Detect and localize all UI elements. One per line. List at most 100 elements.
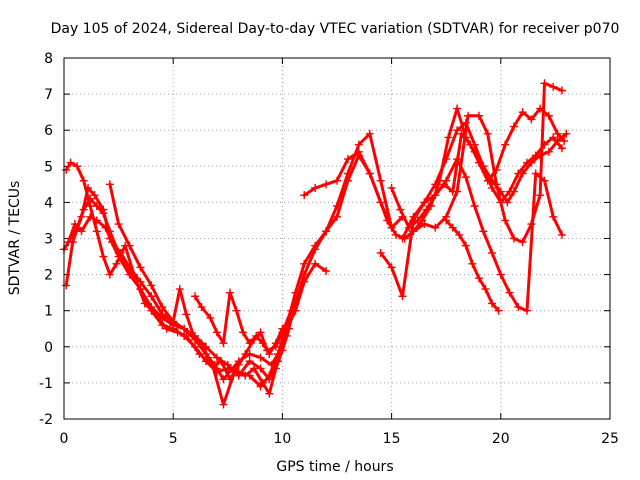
data-point [442,216,451,225]
data-point [509,122,518,131]
data-point [140,299,149,308]
data-point [191,335,200,344]
data-point [557,144,566,153]
data-point [105,270,114,279]
data-point [562,129,571,138]
data-point [287,306,296,315]
data-point [311,259,320,268]
data-point [195,350,204,359]
data-point [241,371,250,380]
data-point [518,108,527,117]
data-point [453,155,462,164]
data-point [455,230,464,239]
data-point [560,137,569,146]
data-point [112,259,121,268]
data-point [265,389,274,398]
data-point [169,317,178,326]
data-point [175,285,184,294]
data-point [333,202,341,211]
data-point [180,324,189,333]
data-point [219,400,228,409]
y-tick-label: 6 [44,123,53,139]
data-point [147,281,156,290]
data-point [488,299,497,308]
data-point [479,227,488,236]
data-point [396,205,405,214]
data-point [409,212,418,221]
data-point [549,82,558,91]
data-point [474,158,483,167]
data-point [219,339,228,348]
data-point [466,140,475,149]
series-track-6 [191,288,287,359]
data-point [217,357,226,366]
data-point [398,292,407,301]
data-point [365,129,374,138]
data-point [354,140,363,149]
data-point [245,357,254,366]
data-point [99,252,108,261]
data-point [108,238,117,247]
y-tick-label: 1 [44,304,53,320]
data-point [333,212,341,221]
data-point [212,328,221,337]
x-tick-labels: 0 5 10 15 20 25 [60,431,619,447]
data-point [481,285,490,294]
data-point [136,263,145,272]
data-point [557,86,566,95]
data-point [70,220,79,229]
data-point [77,227,86,236]
y-tick-label: -1 [39,376,53,392]
data-point [197,303,206,312]
data-point [158,303,167,312]
series-line [302,107,568,240]
data-point [239,328,248,337]
data-point [461,173,470,182]
data-point [544,147,553,156]
data-point [468,259,477,268]
data-point [114,220,123,229]
data-point [453,104,462,113]
x-tick-label: 0 [60,431,69,447]
data-point [509,234,518,243]
data-point [453,187,462,196]
data-point [66,158,75,167]
data-point [105,180,114,189]
data-series [60,79,571,409]
data-point [496,270,505,279]
data-point [206,313,215,322]
data-point [250,364,259,373]
data-point [474,274,483,283]
data-point [212,353,221,362]
data-point [147,292,156,301]
x-tick-label: 20 [492,431,510,447]
data-point [483,129,492,138]
data-point [258,378,267,387]
y-tick-label: 5 [44,159,53,175]
data-point [197,339,206,348]
data-point [125,241,134,250]
data-point [225,288,234,297]
data-point [343,169,352,178]
data-point [398,234,407,243]
data-point [365,169,374,178]
data-point [514,169,523,178]
data-point [492,180,501,189]
data-point [129,270,138,279]
data-point [444,133,453,142]
data-point [376,176,385,185]
data-point [523,158,532,167]
data-point [322,227,331,236]
data-point [322,180,331,189]
data-point [413,216,422,225]
y-tick-label: -2 [39,412,53,428]
data-point [271,339,280,348]
x-tick-label: 5 [169,431,178,447]
x-tick-label: 10 [273,431,291,447]
data-point [300,259,309,268]
series-track-9 [387,104,569,232]
data-point [474,111,483,120]
y-tick-labels: -2 -1 0 1 2 3 4 5 6 7 8 [39,51,53,428]
data-point [540,79,549,88]
data-point [505,288,514,297]
